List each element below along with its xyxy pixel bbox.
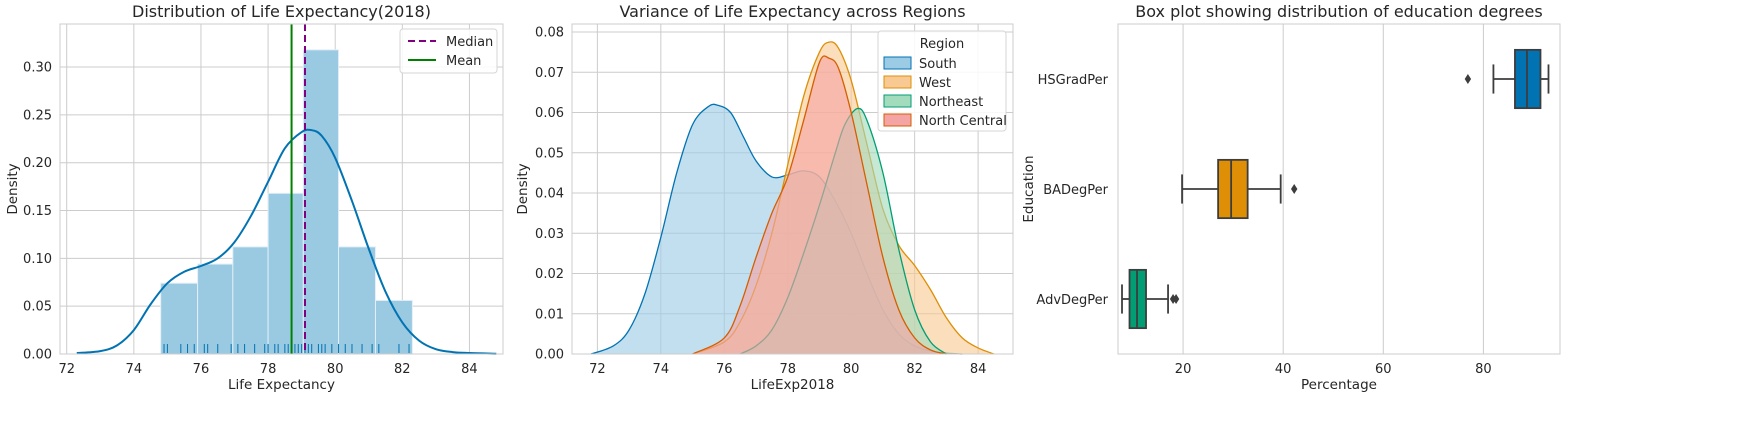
y-tick-label: 0.15 bbox=[23, 204, 52, 219]
legend-swatch bbox=[883, 94, 912, 108]
y-tick-label: 0.03 bbox=[535, 227, 564, 242]
legend-swatch bbox=[883, 75, 912, 89]
x-tick-label: 82 bbox=[394, 362, 411, 377]
y-tick-label: 0.02 bbox=[535, 267, 564, 282]
axes-frame bbox=[571, 23, 1014, 355]
x-tick-label: 76 bbox=[716, 362, 733, 377]
legend-label: North Central bbox=[919, 114, 1007, 129]
x-tick-label: 74 bbox=[126, 362, 143, 377]
y-tick-label: AdvDegPer bbox=[1036, 293, 1108, 308]
legend-label: South bbox=[919, 57, 957, 72]
y-tick-label: 0.06 bbox=[535, 106, 564, 121]
x-axis-label: LifeExp2018 bbox=[751, 377, 835, 393]
x-tick-label: 76 bbox=[193, 362, 210, 377]
histogram-bar bbox=[232, 246, 269, 355]
histogram-bar bbox=[267, 192, 304, 355]
x-tick-label: 20 bbox=[1175, 362, 1192, 377]
x-tick-label: 60 bbox=[1375, 362, 1392, 377]
legend-swatch bbox=[883, 113, 912, 127]
box-outlier bbox=[1290, 184, 1298, 194]
y-tick-label: 0.07 bbox=[535, 66, 564, 81]
y-axis-label: Density bbox=[515, 163, 531, 214]
x-tick-label: 80 bbox=[1475, 362, 1492, 377]
x-tick-label: 78 bbox=[260, 362, 277, 377]
legend: Region South West Northeast North Central bbox=[877, 30, 1007, 132]
chart-title: Variance of Life Expectancy across Regio… bbox=[619, 2, 965, 21]
legend-label: Northeast bbox=[919, 95, 983, 110]
histogram-bar bbox=[160, 282, 199, 355]
histogram-bar bbox=[338, 246, 376, 355]
x-tick-label: 84 bbox=[461, 362, 478, 377]
y-tick-label: 0.05 bbox=[23, 300, 52, 315]
chart-title: Box plot showing distribution of educati… bbox=[1135, 2, 1542, 21]
legend-label: West bbox=[919, 76, 951, 91]
y-tick-label: 0.25 bbox=[23, 108, 52, 123]
kde-line bbox=[76, 128, 497, 355]
x-axis-label: Percentage bbox=[1301, 377, 1377, 393]
y-tick-label: 0.00 bbox=[535, 348, 564, 363]
y-tick-label: 0.10 bbox=[23, 252, 52, 267]
x-axis-label: Life Expectancy bbox=[228, 377, 335, 393]
y-tick-label: 0.00 bbox=[23, 348, 52, 363]
box-plot-chart: 20 40 60 80 HSGradPer BADegPer AdvDegPer Box pl… bbox=[1021, 2, 1561, 393]
legend-mean-label: Mean bbox=[446, 54, 481, 69]
y-tick-label: 0.20 bbox=[23, 156, 52, 171]
x-tick-label: 80 bbox=[327, 362, 344, 377]
x-tick-label: 84 bbox=[970, 362, 987, 377]
y-tick-label: 0.08 bbox=[535, 26, 564, 41]
series-area bbox=[692, 55, 947, 355]
y-tick-label: 0.30 bbox=[23, 61, 52, 76]
box-outlier bbox=[1172, 294, 1180, 304]
x-tick-label: 40 bbox=[1275, 362, 1292, 377]
legend: Median Mean bbox=[399, 28, 498, 74]
y-tick-label: 0.01 bbox=[535, 307, 564, 322]
box-outlier bbox=[1464, 74, 1472, 84]
x-tick-label: 78 bbox=[779, 362, 796, 377]
series-line bbox=[692, 55, 947, 355]
x-tick-label: 72 bbox=[58, 362, 75, 377]
histogram-chart: 72 74 76 78 80 82 84 0.00 0.05 0.10 0.15 0.20 0.25 0.… bbox=[5, 2, 504, 393]
x-tick-label: 72 bbox=[589, 362, 606, 377]
kde-area-chart: 72 74 76 78 80 82 84 0.00 0.01 0.02 0.03 0.04 0.05 0.… bbox=[515, 2, 1014, 393]
box-body bbox=[1217, 158, 1249, 220]
chart-title: Distribution of Life Expectancy(2018) bbox=[132, 2, 431, 21]
histogram-bar bbox=[302, 49, 340, 355]
x-tick-label: 82 bbox=[906, 362, 923, 377]
y-axis-label: Density bbox=[5, 163, 21, 214]
axes-frame bbox=[59, 23, 504, 355]
y-axis-label: Education bbox=[1021, 155, 1037, 222]
y-tick-label: 0.04 bbox=[535, 187, 564, 202]
y-tick-label: 0.05 bbox=[535, 146, 564, 161]
x-tick-label: 74 bbox=[653, 362, 670, 377]
legend-swatch bbox=[883, 56, 912, 70]
y-tick-label: BADegPer bbox=[1043, 183, 1108, 198]
axes-frame bbox=[1117, 23, 1561, 355]
legend-median-label: Median bbox=[446, 35, 493, 50]
histogram-bar bbox=[197, 263, 234, 355]
legend-title: Region bbox=[920, 37, 965, 52]
x-tick-label: 80 bbox=[843, 362, 860, 377]
y-tick-label: HSGradPer bbox=[1038, 73, 1109, 88]
